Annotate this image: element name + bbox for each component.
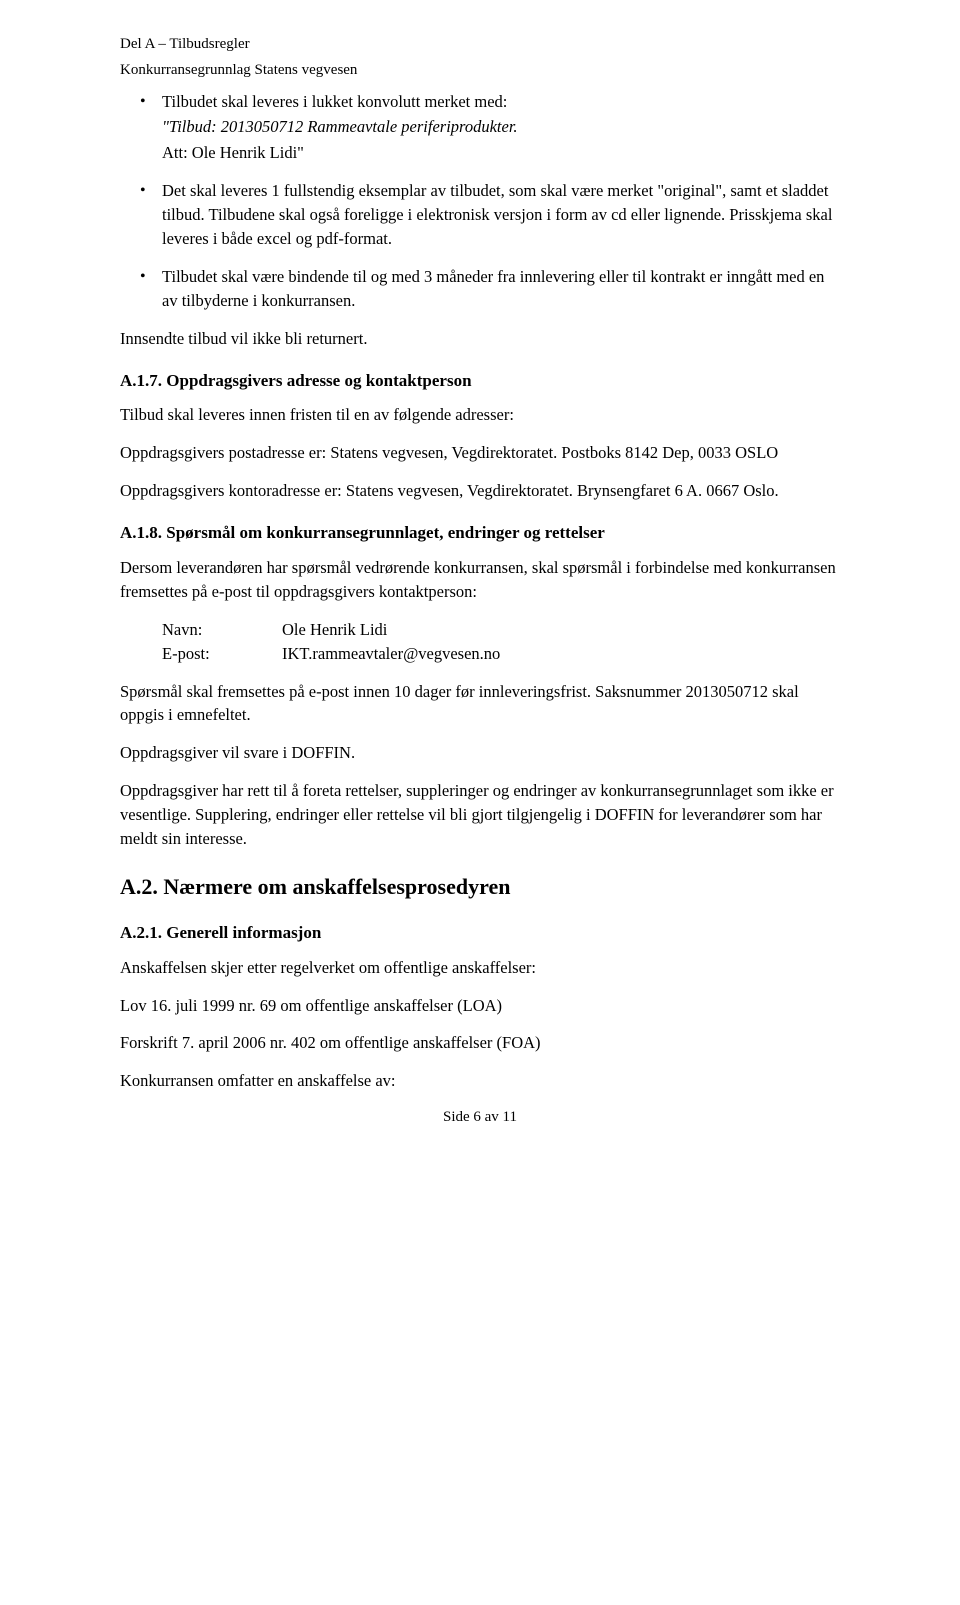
heading-a21: A.2.1. Generell informasjon <box>120 921 840 946</box>
a17-p1: Tilbud skal leveres innen fristen til en… <box>120 403 840 427</box>
page-footer: Side 6 av 11 <box>120 1107 840 1129</box>
a17-p3: Oppdragsgivers kontoradresse er: Statens… <box>120 479 840 503</box>
a21-p4: Konkurransen omfatter en anskaffelse av: <box>120 1069 840 1093</box>
heading-a2: A.2. Nærmere om anskaffelsesprosedyren <box>120 871 840 903</box>
bullet-list-1: Tilbudet skal leveres i lukket konvolutt… <box>120 90 840 313</box>
a18-p3: Oppdragsgiver vil svare i DOFFIN. <box>120 741 840 765</box>
contact-block: Navn: Ole Henrik Lidi E-post: IKT.rammea… <box>162 618 840 666</box>
bullet-item-2: Det skal leveres 1 fullstendig eksemplar… <box>162 179 840 251</box>
contact-epost-label: E-post: <box>162 642 282 666</box>
contact-row-epost: E-post: IKT.rammeavtaler@vegvesen.no <box>162 642 840 666</box>
a18-p2: Spørsmål skal fremsettes på e-post innen… <box>120 680 840 728</box>
bullet-item-1-text: Tilbudet skal leveres i lukket konvolutt… <box>162 90 840 114</box>
bullet-item-1-quote: "Tilbud: 2013050712 Rammeavtale periferi… <box>162 115 840 139</box>
a21-p1: Anskaffelsen skjer etter regelverket om … <box>120 956 840 980</box>
a18-p4: Oppdragsgiver har rett til å foreta rett… <box>120 779 840 851</box>
heading-a17: A.1.7. Oppdragsgivers adresse og kontakt… <box>120 369 840 394</box>
bullet-item-1-attn: Att: Ole Henrik Lidi" <box>162 141 840 165</box>
header-line-1: Del A – Tilbudsregler <box>120 34 840 56</box>
heading-a18: A.1.8. Spørsmål om konkurransegrunnlaget… <box>120 521 840 546</box>
contact-navn-value: Ole Henrik Lidi <box>282 618 387 642</box>
a21-p3: Forskrift 7. april 2006 nr. 402 om offen… <box>120 1031 840 1055</box>
a21-p2: Lov 16. juli 1999 nr. 69 om offentlige a… <box>120 994 840 1018</box>
bullet-item-1: Tilbudet skal leveres i lukket konvolutt… <box>162 90 840 166</box>
a18-p1: Dersom leverandøren har spørsmål vedrøre… <box>120 556 840 604</box>
header-line-2: Konkurransegrunnlag Statens vegvesen <box>120 60 840 82</box>
contact-epost-value: IKT.rammeavtaler@vegvesen.no <box>282 642 500 666</box>
contact-row-navn: Navn: Ole Henrik Lidi <box>162 618 840 642</box>
a17-p2: Oppdragsgivers postadresse er: Statens v… <box>120 441 840 465</box>
contact-navn-label: Navn: <box>162 618 282 642</box>
paragraph-returnert: Innsendte tilbud vil ikke bli returnert. <box>120 327 840 351</box>
bullet-item-3: Tilbudet skal være bindende til og med 3… <box>162 265 840 313</box>
